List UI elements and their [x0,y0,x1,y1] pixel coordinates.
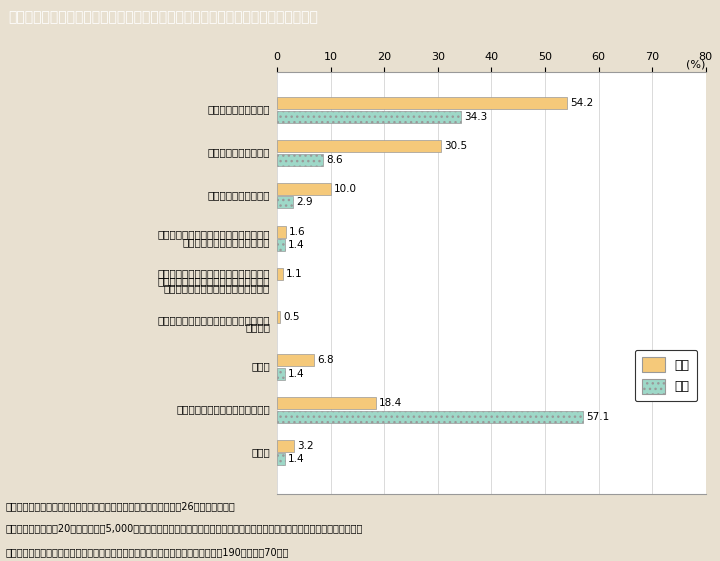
Text: 1.4: 1.4 [288,454,305,465]
Text: 2.9: 2.9 [296,197,312,208]
Text: Ｉ－７－９図　特定の異性からの執拗なつきまとい等の被害の相談先（複数回答）: Ｉ－７－９図 特定の異性からの執拗なつきまとい等の被害の相談先（複数回答） [9,11,318,25]
Text: 家族や親戚に相談した: 家族や親戚に相談した [208,148,270,157]
Text: 54.2: 54.2 [571,98,594,108]
Text: その他: その他 [251,361,270,371]
Text: (%): (%) [686,59,706,70]
Bar [277,140,441,152]
Text: 1.6: 1.6 [289,227,305,237]
Text: 関，民間シェルターなど）に相談した: 関，民間シェルターなど）に相談した [164,283,270,293]
Text: 1.4: 1.4 [288,369,305,379]
Bar [277,440,294,452]
Text: 57.1: 57.1 [586,412,609,421]
Text: 士会，カウンセラー・カウンセリング機: 士会，カウンセラー・カウンセリング機 [158,276,270,286]
Bar [277,311,280,323]
Text: 警察以外の公的な機関（市役所など）に: 警察以外の公的な機関（市役所など）に [158,315,270,325]
Text: 34.3: 34.3 [464,112,487,122]
Text: カウンセラーなど）に相談した: カウンセラーなど）に相談した [183,237,270,247]
Bar [277,183,330,195]
Text: 1.1: 1.1 [287,269,303,279]
Bar [277,196,293,209]
Text: （備考）　１．内閣府「男女間における暴力に関する調査」（平成26年）より作成。: （備考） １．内閣府「男女間における暴力に関する調査」（平成26年）より作成。 [6,502,235,512]
Bar [277,354,314,366]
Bar [277,453,284,466]
Legend: 女性, 男性: 女性, 男性 [635,350,697,402]
Text: 学校関係者（教員，養護教員，スクール: 学校関係者（教員，養護教員，スクール [158,229,270,239]
Text: 10.0: 10.0 [334,184,357,194]
Bar [277,268,283,280]
Text: 30.5: 30.5 [444,141,467,151]
Bar [277,226,286,237]
Bar [277,368,284,380]
Bar [277,97,567,109]
Text: 1.4: 1.4 [288,240,305,250]
Text: 友人・知人に相談した: 友人・知人に相談した [208,104,270,114]
Text: 相談した: 相談した [246,323,270,333]
Text: 0.5: 0.5 [283,312,300,322]
Bar [277,111,461,123]
Bar [277,411,583,422]
Text: 6.8: 6.8 [317,355,333,365]
Text: 18.4: 18.4 [379,398,402,408]
Bar [277,154,323,165]
Text: 民間の専門家や専門機関（弁護士・弁護: 民間の専門家や専門機関（弁護士・弁護 [158,268,270,278]
Text: 警察に連絡・相談した: 警察に連絡・相談した [208,190,270,200]
Bar [277,240,284,251]
Text: 8.6: 8.6 [326,155,343,164]
Bar [277,397,376,409]
Text: 無回答: 無回答 [251,447,270,457]
Text: ら執拗なつきまとい等の被害にあった人が回答。集計対象者は女性190人，男性70人。: ら執拗なつきまとい等の被害にあった人が回答。集計対象者は女性190人，男性70人… [6,547,289,557]
Text: ２．全国20歳以上の男女5,000人を対象とした無作為抽出によるアンケート調査の結果による。本設問は特定の異性か: ２．全国20歳以上の男女5,000人を対象とした無作為抽出によるアンケート調査の… [6,523,363,534]
Text: 3.2: 3.2 [297,441,314,450]
Text: どこ（だれ）にも相談しなかった: どこ（だれ）にも相談しなかった [176,404,270,415]
